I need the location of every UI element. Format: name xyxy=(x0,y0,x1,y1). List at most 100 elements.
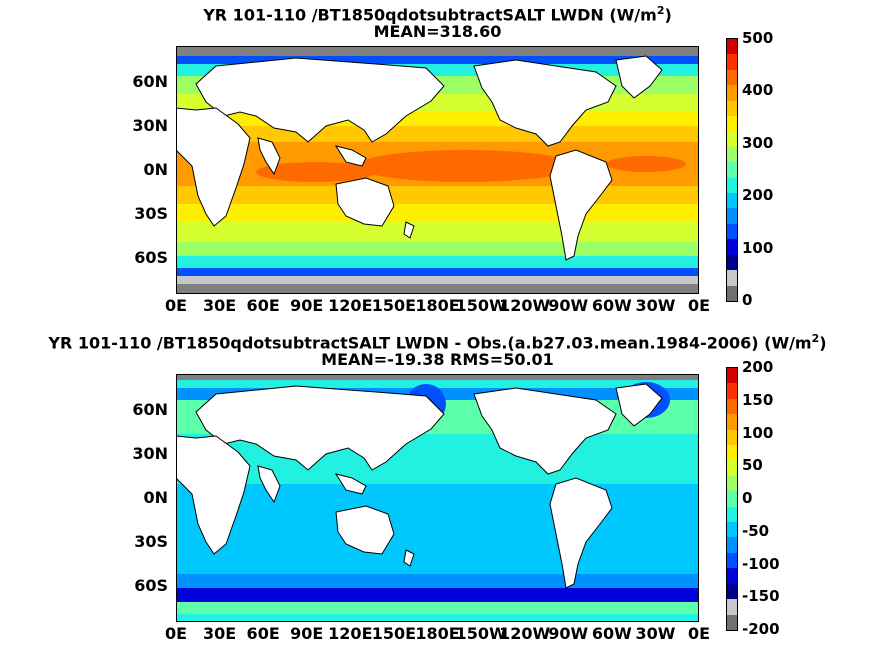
colorbar-swatch xyxy=(727,162,737,178)
x-tick-label: 120W xyxy=(499,624,551,643)
y-tick-label: 60S xyxy=(134,575,168,595)
colorbar-tick-label: 0 xyxy=(742,291,753,309)
field-band-15 xyxy=(176,284,699,294)
colorbar-tick-label: -100 xyxy=(742,554,780,573)
x-tick-label: 0E xyxy=(164,296,188,315)
field-band-13 xyxy=(176,268,699,276)
y-tick-label: 0N xyxy=(143,488,168,507)
colorbar-swatch xyxy=(727,398,737,415)
land-mass-7 xyxy=(334,145,367,167)
x-tick-label: 60E xyxy=(246,624,280,643)
colorbar-tick-label: -50 xyxy=(742,521,770,540)
y-tick-label: 30N xyxy=(132,116,168,136)
land-mass-2 xyxy=(257,137,281,176)
y-tick-label: 0N xyxy=(143,160,168,179)
x-tick-label: 90W xyxy=(548,624,589,643)
land-mass-0 xyxy=(195,57,445,143)
colorbar-swatch xyxy=(727,270,737,286)
x-tick-label: 30E xyxy=(202,624,237,643)
colorbar-tick-label: 400 xyxy=(742,81,774,100)
x-tick-label: 60W xyxy=(591,624,632,643)
colorbar-swatch xyxy=(727,54,737,70)
colorbar-swatch xyxy=(727,475,737,492)
map-frame xyxy=(176,374,699,622)
map-frame xyxy=(176,46,699,294)
y-tick-label: 60N xyxy=(132,72,168,92)
colorbar-swatch xyxy=(727,383,737,399)
land-mass-0 xyxy=(195,385,445,471)
colorbar-swatch xyxy=(727,223,737,240)
land-mass-7 xyxy=(334,473,367,495)
chart1-subtitle: MEAN=318.60 xyxy=(373,22,502,41)
y-tick-label: 60N xyxy=(132,400,168,420)
chart1-title: YR 101-110 /BT1850qdotsubtractSALT LWDN … xyxy=(203,4,672,25)
colorbar-swatch xyxy=(727,239,737,255)
colorbar-swatch xyxy=(727,285,737,301)
x-tick-label: 60E xyxy=(246,296,280,315)
colorbar-swatch xyxy=(727,208,737,224)
colorbar-swatch xyxy=(727,568,737,584)
colorbar-swatch xyxy=(727,614,737,630)
indian-ocean-maximum xyxy=(256,162,376,182)
field-band-8 xyxy=(176,614,699,622)
colorbar-tick-label: 100 xyxy=(742,423,774,442)
y-tick-label: 60S xyxy=(134,247,168,267)
land-mass-4 xyxy=(473,387,617,475)
x-tick-label: 90W xyxy=(548,296,589,315)
field-band-7 xyxy=(176,602,699,614)
land-mass-3 xyxy=(335,177,395,227)
land-mass-1 xyxy=(176,107,251,227)
land-mass-6 xyxy=(615,383,663,427)
colorbar-swatch xyxy=(727,69,737,86)
field-band-11 xyxy=(176,242,699,256)
y-tick-label: 30S xyxy=(134,203,168,223)
field-band-12 xyxy=(176,256,699,268)
chart2-subtitle: MEAN=-19.38 RMS=50.01 xyxy=(321,350,554,369)
atlantic-maximum xyxy=(606,156,686,172)
colorbar-swatch xyxy=(727,429,737,446)
colorbar-tick-label: 0 xyxy=(742,489,753,507)
colorbar-swatch xyxy=(727,460,737,476)
colorbar-swatch xyxy=(727,522,737,538)
colorbar-swatch xyxy=(727,100,737,117)
field-band-5 xyxy=(176,574,699,588)
colorbar-swatch xyxy=(727,146,737,163)
colorbar-swatch xyxy=(727,177,737,194)
x-tick-label: 120W xyxy=(499,296,551,315)
y-tick-label: 30N xyxy=(132,444,168,464)
x-tick-label: 120E xyxy=(328,624,373,643)
colorbar-swatch xyxy=(727,445,737,461)
x-tick-label: 30E xyxy=(202,296,237,315)
x-tick-label: 150W xyxy=(455,296,507,315)
field-band-10 xyxy=(176,222,699,242)
colorbar-tick-label: 50 xyxy=(742,456,763,475)
x-tick-label: 0E xyxy=(687,624,711,643)
colorbar-swatch xyxy=(727,583,737,600)
field-band-0 xyxy=(176,46,699,56)
y-tick-label: 30S xyxy=(134,531,168,551)
x-tick-label: 90E xyxy=(290,624,324,643)
colorbar-tick-label: 200 xyxy=(742,358,774,376)
land-mass-4 xyxy=(473,59,617,147)
colorbar-swatch xyxy=(727,85,737,101)
field-band-1 xyxy=(176,56,699,64)
land-mass-3 xyxy=(335,505,395,555)
colorbar-swatch xyxy=(727,537,737,553)
chart2-title: YR 101-110 /BT1850qdotsubtractSALT LWDN … xyxy=(48,332,827,353)
colorbar-tick-label: -200 xyxy=(742,620,780,638)
chart2-colorbar xyxy=(726,367,738,631)
x-tick-label: 90E xyxy=(290,296,324,315)
colorbar-tick-label: 100 xyxy=(742,238,774,257)
colorbar-tick-label: 500 xyxy=(742,29,774,47)
field-band-6 xyxy=(176,126,699,142)
x-tick-label: 180E xyxy=(415,296,460,315)
field-band-6 xyxy=(176,588,699,602)
x-tick-label: 120E xyxy=(328,296,373,315)
land-mass-2 xyxy=(257,465,281,504)
colorbar-swatch xyxy=(727,39,737,55)
colorbar-tick-label: 150 xyxy=(742,390,774,409)
land-mass-5 xyxy=(549,149,613,261)
x-tick-label: 150W xyxy=(455,624,507,643)
x-tick-label: 180E xyxy=(415,624,460,643)
land-mass-6 xyxy=(615,55,663,99)
